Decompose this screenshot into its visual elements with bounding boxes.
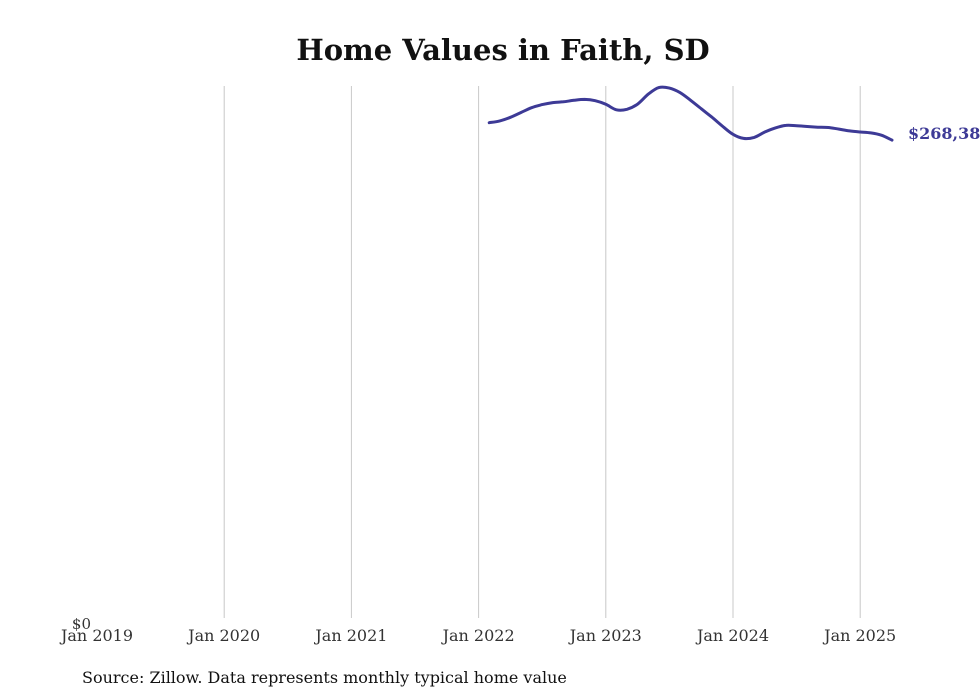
end-value-label: $268,383 — [908, 124, 980, 143]
x-axis-tick-label: Jan 2023 — [568, 626, 642, 645]
chart-title: Home Values in Faith, SD — [296, 33, 709, 67]
x-axis-tick-label: Jan 2021 — [313, 626, 387, 645]
y-axis-tick-label: $0 — [72, 615, 91, 633]
x-axis-tick-label: Jan 2022 — [441, 626, 515, 645]
x-axis-ticks: Jan 2019 Jan 2020 Jan 2021 Jan 2022 Jan 2023… — [59, 626, 896, 645]
x-axis-tick-label: Jan 2024 — [695, 626, 769, 645]
gridlines — [223, 86, 861, 618]
x-axis-tick-label: Jan 2025 — [822, 626, 896, 645]
source-note: Source: Zillow. Data represents monthly … — [82, 668, 567, 687]
x-axis-tick-label: Jan 2019 — [59, 626, 133, 645]
series-line — [487, 85, 894, 142]
x-axis-tick-label: Jan 2020 — [186, 626, 260, 645]
